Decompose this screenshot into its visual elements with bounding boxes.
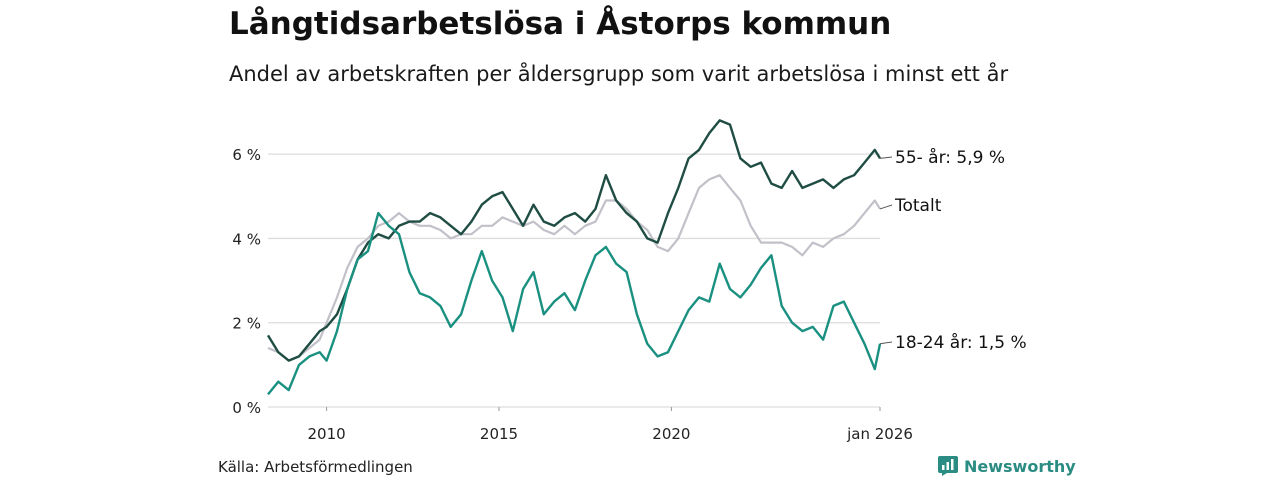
y-tick-label: 6 % [232,146,261,164]
y-axis-ticks: 0 % 2 % 4 % 6 % [232,146,261,417]
end-label-age18_24: 18-24 år: 1,5 % [895,332,1027,353]
brand-name: Newsworthy [964,456,1076,476]
series-line-total [267,174,881,362]
chart-title: Långtidsarbetslösa i Åstorps kommun [229,6,892,42]
end-label-leader [879,341,893,345]
x-tick-label: jan 2026 [846,425,913,443]
y-tick-label: 2 % [232,315,261,333]
x-axis-ticks: 2010 2015 2020 jan 2026 [308,407,913,443]
end-label-leader [879,156,893,159]
series-line-age18_24 [267,211,882,396]
end-label-age55: 55- år: 5,9 % [895,147,1005,168]
end-labels: Totalt 55- år: 5,9 % 18-24 år: 1,5 % [879,147,1027,353]
end-label-total: Totalt [894,196,942,216]
brand-logo[interactable]: Newsworthy [938,456,1076,476]
gridlines [268,153,880,408]
x-tick-label: 2020 [652,425,690,443]
y-tick-label: 4 % [232,230,261,248]
end-label-leader [879,204,893,210]
source-note: Källa: Arbetsförmedlingen [218,458,413,476]
y-tick-label: 0 % [232,399,261,417]
x-tick-label: 2015 [480,425,518,443]
newsworthy-logo-icon [938,456,958,476]
chart-subtitle: Andel av arbetskraften per åldersgrupp s… [229,62,1009,86]
x-tick-label: 2010 [308,425,346,443]
series-line-age55 [266,119,882,362]
series-lines [266,119,882,396]
